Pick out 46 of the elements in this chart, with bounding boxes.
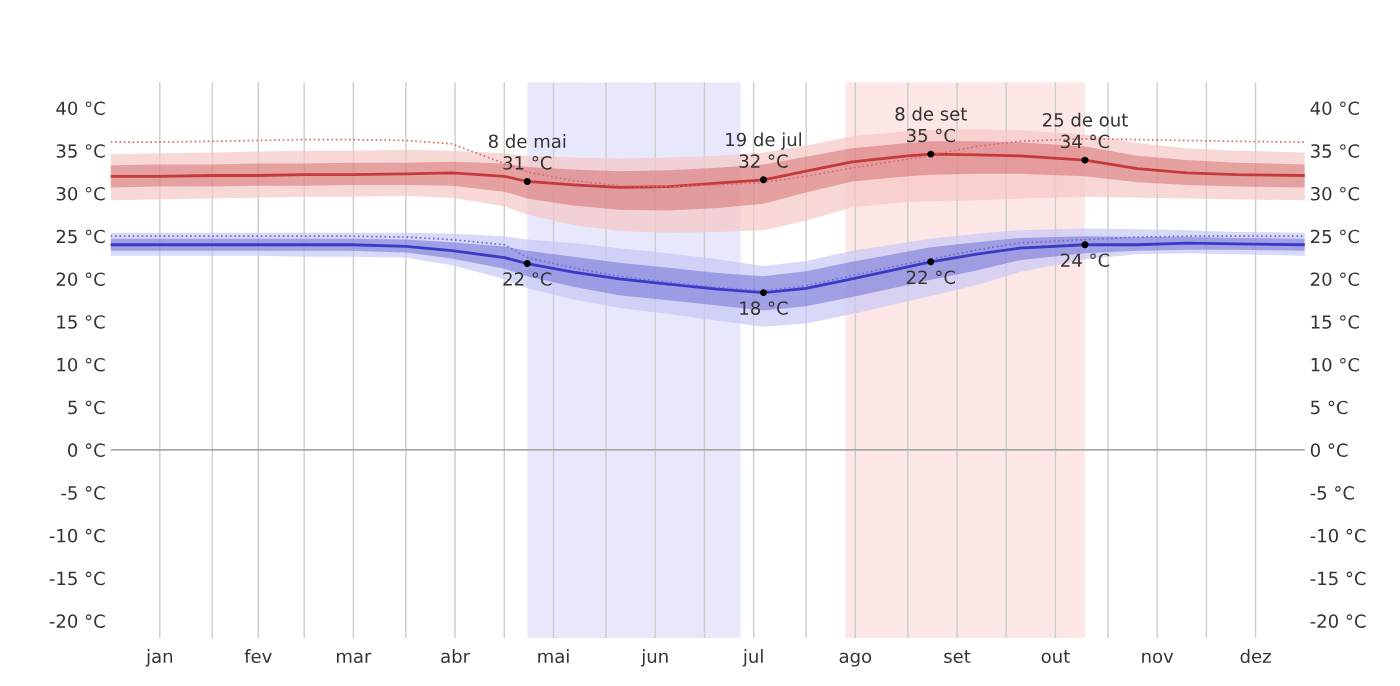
y-tick-label: 40 °C — [56, 101, 105, 116]
y2-tick-label: -5 °C — [1310, 486, 1355, 500]
x-tick-label: fev — [244, 649, 272, 664]
annotation: 19 de jul 32 °C — [726, 132, 802, 168]
x-tick-label: jan — [145, 649, 173, 667]
x-tick-label: abr — [441, 649, 471, 664]
y2-tick-label: 15 °C — [1311, 315, 1360, 329]
y2-tick-label: -15 °C — [1310, 571, 1366, 586]
y-tick-label: -15 °C — [49, 571, 105, 586]
annotation: 22 °C — [906, 270, 955, 285]
annotation: 24 °C — [1061, 253, 1110, 268]
y-tick-label: 5 °C — [68, 400, 105, 415]
y2-tick-label: 20 °C — [1310, 272, 1360, 287]
annotation: 18 °C — [740, 301, 788, 315]
y2-tick-label: 0 °C — [1310, 443, 1348, 458]
y-tick-label: 35 °C — [56, 144, 105, 158]
y-tick-label: 30 °C — [56, 186, 105, 201]
y-tick-label: 10 °C — [57, 357, 105, 372]
x-tick-label: jun — [640, 649, 668, 667]
annotation: 8 de mai 31 °C — [488, 134, 566, 170]
x-tick-label: out — [1041, 650, 1070, 664]
y2-tick-label: 5 °C — [1311, 400, 1348, 415]
x-tick-label: jul — [742, 649, 763, 667]
y-tick-label: 20 °C — [56, 272, 105, 287]
y2-tick-label: 25 °C — [1310, 229, 1360, 244]
y-tick-label: 25 °C — [56, 229, 105, 244]
x-tick-label: set — [944, 650, 971, 664]
y-tick-label: -5 °C — [61, 486, 105, 500]
y-tick-label: -20 °C — [49, 614, 105, 628]
annotation: 25 de out 34 °C — [1043, 112, 1128, 149]
x-tick-label: mar — [336, 652, 372, 664]
y2-tick-label: -10 °C — [1310, 528, 1366, 543]
y-tick-label: 15 °C — [57, 315, 105, 329]
y-tick-label: 0 °C — [68, 443, 105, 458]
y2-tick-label: 35 °C — [1311, 144, 1360, 158]
x-tick-label: nov — [1142, 652, 1174, 664]
y2-tick-label: 40 °C — [1310, 101, 1360, 116]
annotation: 22 °C — [503, 272, 552, 286]
y2-tick-label: 10 °C — [1311, 357, 1360, 372]
x-tick-label: ago — [839, 652, 872, 667]
x-tick-label: dez — [1240, 649, 1271, 664]
x-tick-label: mai — [538, 649, 569, 664]
y2-tick-label: -20 °C — [1310, 614, 1366, 628]
y-tick-label: -10 °C — [49, 528, 105, 543]
y2-tick-label: 30 °C — [1311, 186, 1360, 201]
annotation: 8 de set 35 °C — [895, 106, 967, 143]
